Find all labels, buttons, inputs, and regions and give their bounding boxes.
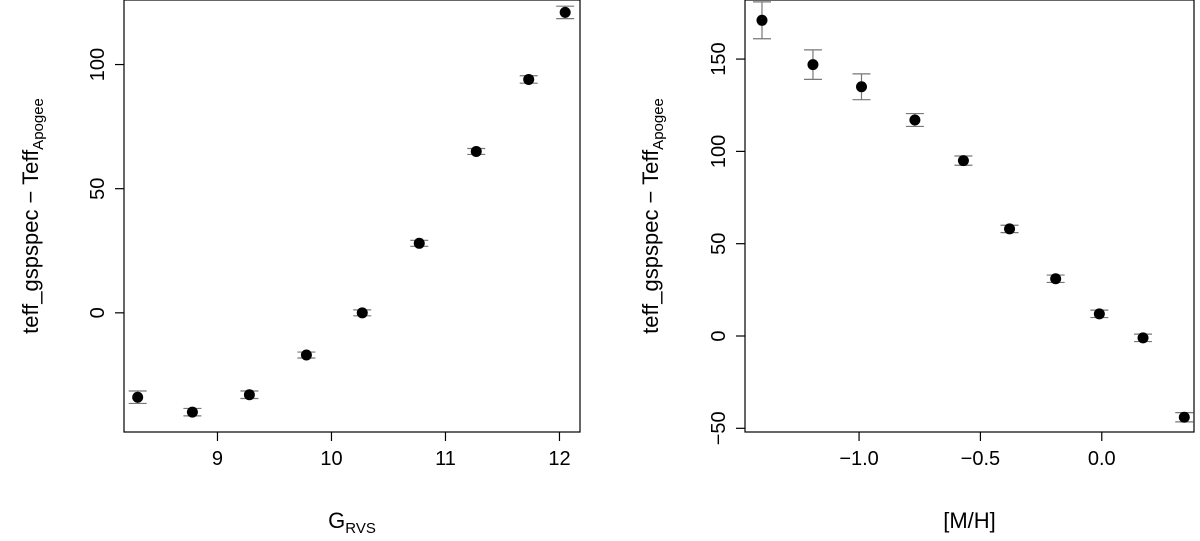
data-point: [243, 389, 255, 401]
data-point: [855, 81, 867, 93]
plot-frame: [123, 0, 581, 433]
y-tick-label: 100: [87, 48, 109, 81]
data-point: [132, 391, 144, 403]
y-axis-label-subscript: Apogee: [650, 98, 667, 150]
data-point: [186, 406, 198, 418]
data-point: [957, 155, 969, 167]
data-point: [1178, 411, 1190, 423]
data-point: [1050, 273, 1062, 285]
y-tick-label: 100: [708, 135, 730, 168]
y-tick-label: 0: [87, 307, 109, 318]
y-axis-label: teff_gspspec − TeffApogee: [638, 98, 667, 334]
data-point: [1137, 332, 1149, 344]
x-tick-label: 9: [212, 448, 223, 470]
data-point: [413, 237, 425, 249]
y-tick-label: 150: [708, 42, 730, 75]
x-tick-label: 10: [320, 448, 342, 470]
y-tick-label: 50: [708, 233, 730, 255]
y-axis-label-subscript: Apogee: [30, 98, 47, 150]
x-tick-label: 12: [548, 448, 570, 470]
data-point: [909, 114, 921, 126]
y-tick-label: −50: [708, 411, 730, 445]
y-tick-label: 50: [87, 178, 109, 200]
data-point: [356, 307, 368, 319]
x-axis-label: GRVS: [328, 508, 376, 537]
data-point: [470, 145, 482, 157]
x-tick-label: 0.0: [1088, 448, 1116, 470]
chart-panel-1: 9 10 11 12 0 50 100 GRVS teff_gspspec − TeffApog…: [18, 0, 581, 537]
x-tick-label: −1.0: [839, 448, 878, 470]
x-tick-label: −0.5: [961, 448, 1000, 470]
x-axis-label-subscript: RVS: [345, 520, 376, 537]
x-tick-label: 11: [435, 448, 456, 470]
data-point: [523, 73, 535, 85]
data-point: [300, 349, 312, 361]
plot-frame: [744, 0, 1195, 433]
data-point: [1093, 308, 1105, 320]
data-point: [1004, 223, 1016, 235]
chart-panel-2: −1.0 −0.5 0.0 −50 0 50 100 150 [M/H] teff_gspspec…: [638, 0, 1195, 533]
data-point: [559, 6, 571, 18]
y-tick-label: 0: [708, 330, 730, 341]
data-point: [756, 14, 768, 26]
data-point: [807, 59, 819, 71]
y-axis-label: teff_gspspec − TeffApogee: [18, 98, 47, 334]
x-axis-label: [M/H]: [943, 508, 996, 533]
